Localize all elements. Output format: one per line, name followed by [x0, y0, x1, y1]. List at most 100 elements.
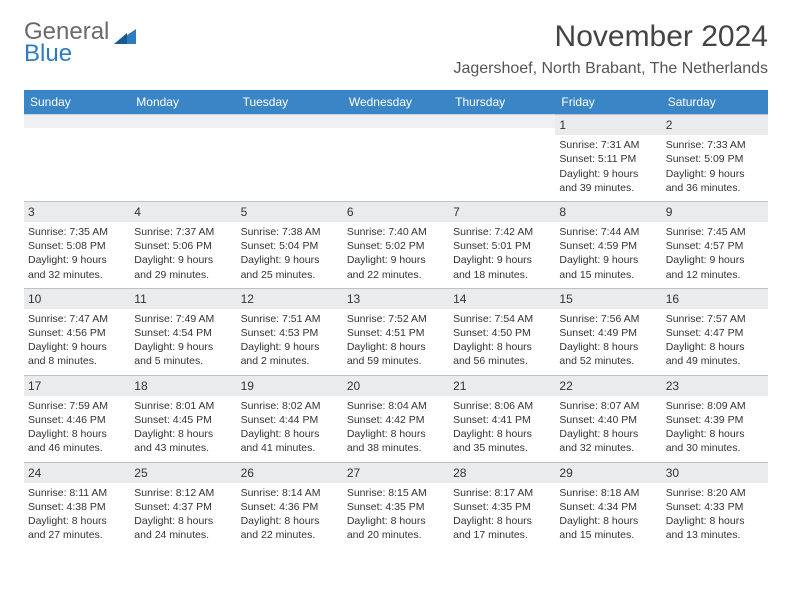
- day-number: 21: [449, 375, 555, 396]
- sunset-text: Sunset: 4:46 PM: [28, 413, 126, 427]
- day-number: 9: [662, 201, 768, 222]
- daylight-text: Daylight: 8 hours and 15 minutes.: [559, 514, 657, 542]
- sunrise-text: Sunrise: 7:45 AM: [666, 225, 764, 239]
- sunset-text: Sunset: 4:36 PM: [241, 500, 339, 514]
- sunrise-text: Sunrise: 8:06 AM: [453, 399, 551, 413]
- sunset-text: Sunset: 4:57 PM: [666, 239, 764, 253]
- day-cell: 30Sunrise: 8:20 AMSunset: 4:33 PMDayligh…: [662, 462, 768, 549]
- day-cell: 9Sunrise: 7:45 AMSunset: 4:57 PMDaylight…: [662, 201, 768, 288]
- sunrise-text: Sunrise: 8:15 AM: [347, 486, 445, 500]
- day-number: 24: [24, 462, 130, 483]
- daylight-text: Daylight: 9 hours and 8 minutes.: [28, 340, 126, 368]
- sunset-text: Sunset: 5:08 PM: [28, 239, 126, 253]
- sunset-text: Sunset: 4:49 PM: [559, 326, 657, 340]
- daylight-text: Daylight: 8 hours and 38 minutes.: [347, 427, 445, 455]
- day-cell: 19Sunrise: 8:02 AMSunset: 4:44 PMDayligh…: [237, 375, 343, 462]
- sunrise-text: Sunrise: 8:14 AM: [241, 486, 339, 500]
- daylight-text: Daylight: 9 hours and 25 minutes.: [241, 253, 339, 281]
- daylight-text: Daylight: 9 hours and 36 minutes.: [666, 167, 764, 195]
- sunset-text: Sunset: 5:11 PM: [559, 152, 657, 166]
- daylight-text: Daylight: 8 hours and 56 minutes.: [453, 340, 551, 368]
- day-cell: 29Sunrise: 8:18 AMSunset: 4:34 PMDayligh…: [555, 462, 661, 549]
- week-row: 1 Sunrise: 7:31 AMSunset: 5:11 PM Daylight…: [24, 114, 768, 201]
- sunset-text: Sunset: 4:37 PM: [134, 500, 232, 514]
- day-header: Sunday: [24, 90, 130, 114]
- daylight-text: Daylight: 8 hours and 13 minutes.: [666, 514, 764, 542]
- day-cell: [343, 114, 449, 201]
- daylight-text: Daylight: 8 hours and 30 minutes.: [666, 427, 764, 455]
- sunset-text: Sunset: 4:53 PM: [241, 326, 339, 340]
- sunset-text: Sunset: 5:04 PM: [241, 239, 339, 253]
- daylight-text: Daylight: 8 hours and 17 minutes.: [453, 514, 551, 542]
- sunset-text: Sunset: 4:54 PM: [134, 326, 232, 340]
- day-cell: 10Sunrise: 7:47 AMSunset: 4:56 PMDayligh…: [24, 288, 130, 375]
- daylight-text: Daylight: 8 hours and 24 minutes.: [134, 514, 232, 542]
- day-header-row: SundayMondayTuesdayWednesdayThursdayFrid…: [24, 90, 768, 114]
- sunset-text: Sunset: 5:02 PM: [347, 239, 445, 253]
- day-cell: 5Sunrise: 7:38 AMSunset: 5:04 PMDaylight…: [237, 201, 343, 288]
- day-cell: 2Sunrise: 7:33 AMSunset: 5:09 PMDaylight…: [662, 114, 768, 201]
- day-number: 20: [343, 375, 449, 396]
- day-header: Thursday: [449, 90, 555, 114]
- sunset-text: Sunset: 4:33 PM: [666, 500, 764, 514]
- daylight-text: Daylight: 8 hours and 27 minutes.: [28, 514, 126, 542]
- sunrise-text: Sunrise: 7:56 AM: [559, 312, 657, 326]
- daylight-text: Daylight: 9 hours and 32 minutes.: [28, 253, 126, 281]
- day-cell: [449, 114, 555, 201]
- day-number: 3: [24, 201, 130, 222]
- day-number: 1: [555, 114, 661, 135]
- sunrise-text: Sunrise: 8:17 AM: [453, 486, 551, 500]
- day-cell: 11Sunrise: 7:49 AMSunset: 4:54 PMDayligh…: [130, 288, 236, 375]
- sunrise-text: Sunrise: 7:31 AM: [559, 138, 657, 152]
- day-number: 28: [449, 462, 555, 483]
- day-number: 4: [130, 201, 236, 222]
- logo-word2: Blue: [24, 42, 136, 66]
- day-number: 12: [237, 288, 343, 309]
- day-cell: 18Sunrise: 8:01 AMSunset: 4:45 PMDayligh…: [130, 375, 236, 462]
- day-number: 22: [555, 375, 661, 396]
- day-number: 27: [343, 462, 449, 483]
- day-number: 16: [662, 288, 768, 309]
- sunrise-text: Sunrise: 8:11 AM: [28, 486, 126, 500]
- day-cell: 28 Sunrise: 8:17 AMSunset: 4:35 PMDayligh…: [449, 462, 555, 549]
- sunrise-text: Sunrise: 7:54 AM: [453, 312, 551, 326]
- sunset-text: Sunset: 4:35 PM: [453, 500, 551, 514]
- daylight-text: Daylight: 8 hours and 49 minutes.: [666, 340, 764, 368]
- week-row: 24Sunrise: 8:11 AMSunset: 4:38 PMDayligh…: [24, 462, 768, 549]
- daylight-text: Daylight: 8 hours and 52 minutes.: [559, 340, 657, 368]
- sunrise-text: Sunrise: 7:51 AM: [241, 312, 339, 326]
- sunset-text: Sunset: 4:42 PM: [347, 413, 445, 427]
- sunset-text: Sunset: 4:40 PM: [559, 413, 657, 427]
- title-block: November 2024 Jagershoef, North Brabant,…: [453, 20, 768, 86]
- daylight-text: Daylight: 8 hours and 22 minutes.: [241, 514, 339, 542]
- week-row: 10Sunrise: 7:47 AMSunset: 4:56 PMDayligh…: [24, 288, 768, 375]
- sunrise-text: Sunrise: 7:49 AM: [134, 312, 232, 326]
- day-cell: 24Sunrise: 8:11 AMSunset: 4:38 PMDayligh…: [24, 462, 130, 549]
- sunset-text: Sunset: 4:34 PM: [559, 500, 657, 514]
- sunrise-text: Sunrise: 7:40 AM: [347, 225, 445, 239]
- day-number: 7: [449, 201, 555, 222]
- day-header: Wednesday: [343, 90, 449, 114]
- day-cell: 22Sunrise: 8:07 AMSunset: 4:40 PMDayligh…: [555, 375, 661, 462]
- day-cell: 4Sunrise: 7:37 AMSunset: 5:06 PMDaylight…: [130, 201, 236, 288]
- sunset-text: Sunset: 4:35 PM: [347, 500, 445, 514]
- daylight-text: Daylight: 8 hours and 41 minutes.: [241, 427, 339, 455]
- sunset-text: Sunset: 4:51 PM: [347, 326, 445, 340]
- sunrise-text: Sunrise: 7:37 AM: [134, 225, 232, 239]
- day-header: Tuesday: [237, 90, 343, 114]
- month-title: November 2024: [453, 20, 768, 54]
- sunrise-text: Sunrise: 7:33 AM: [666, 138, 764, 152]
- sunset-text: Sunset: 4:44 PM: [241, 413, 339, 427]
- sunrise-text: Sunrise: 8:01 AM: [134, 399, 232, 413]
- day-number: 2: [662, 114, 768, 135]
- day-number: 26: [237, 462, 343, 483]
- sunset-text: Sunset: 5:06 PM: [134, 239, 232, 253]
- day-number: 25: [130, 462, 236, 483]
- sunrise-text: Sunrise: 7:38 AM: [241, 225, 339, 239]
- sunset-text: Sunset: 4:45 PM: [134, 413, 232, 427]
- daylight-text: Daylight: 8 hours and 43 minutes.: [134, 427, 232, 455]
- sunset-text: Sunset: 4:39 PM: [666, 413, 764, 427]
- sunset-text: Sunset: 4:47 PM: [666, 326, 764, 340]
- day-cell: 14Sunrise: 7:54 AMSunset: 4:50 PMDayligh…: [449, 288, 555, 375]
- sunrise-text: Sunrise: 8:02 AM: [241, 399, 339, 413]
